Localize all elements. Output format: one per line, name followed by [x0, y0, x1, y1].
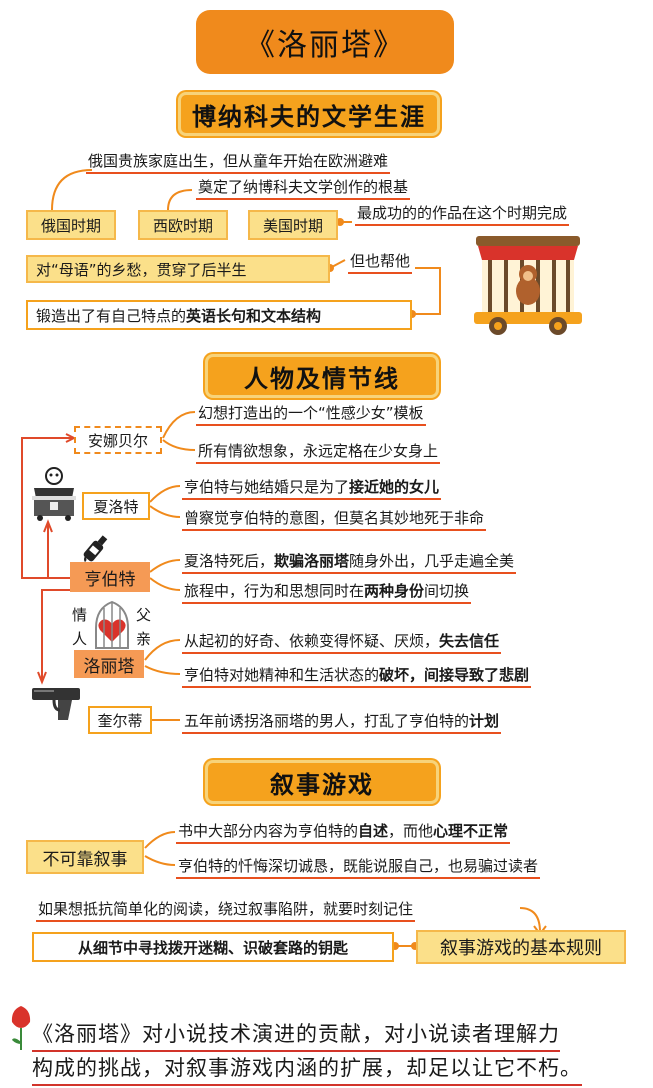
conclusion-line-1: 《洛丽塔》对小说技术演进的贡献，对小说读者理解力: [32, 1018, 560, 1052]
lolita-line-2: 亨伯特对她精神和生活状态的破坏，间接导致了悲剧: [182, 664, 532, 688]
humbert-line-2-b: 两种身份: [364, 582, 425, 600]
lolita-line-1: 从起初的好奇、依赖变得怀疑、厌烦，失去信任: [182, 630, 502, 654]
humbert-line-1-a: 夏洛特死后，: [184, 552, 275, 570]
unreliable-line-1: 书中大部分内容为亨伯特的自述，而他心理不正常: [176, 820, 511, 844]
wine-bottle-icon: [83, 535, 108, 562]
period-america: 美国时期: [248, 210, 338, 240]
treasure-chest-icon: [32, 467, 76, 521]
unreliable-line-1-c: ，而他: [388, 822, 434, 840]
charlotte-box: 夏洛特: [82, 492, 150, 520]
nostalgia-box: 对“母语”的乡愁，贯穿了后半生: [26, 255, 330, 283]
charlotte-line-2: 曾察觉亨伯特的意图，但莫名其妙地死于非命: [182, 507, 487, 531]
unreliable-line-1-d: 心理不正常: [433, 822, 509, 840]
humbert-line-2-a: 旅程中，行为和思想同时在: [184, 582, 365, 600]
page-title: 《洛丽塔》: [196, 10, 454, 74]
humbert-line-1: 夏洛特死后，欺骗洛丽塔随身外出，几乎走遍全美: [182, 550, 517, 574]
conclusion-line-2: 构成的挑战，对叙事游戏内涵的扩展，却足以让它不朽。: [32, 1052, 582, 1086]
annabel-box: 安娜贝尔: [74, 426, 162, 454]
section-heading-characters: 人物及情节线: [205, 354, 439, 398]
quilty-line: 五年前诱拐洛丽塔的男人，打乱了亨伯特的计划: [182, 710, 502, 734]
rule-box: 叙事游戏的基本规则: [416, 930, 626, 964]
humbert-line-1-b: 欺骗洛丽塔: [274, 552, 350, 570]
resist-line: 如果想抵抗简单化的阅读，绕过叙事陷阱，就要时刻记住: [36, 898, 416, 922]
period-europe: 西欧时期: [138, 210, 228, 240]
lolita-line-1-prefix: 从起初的好奇、依赖变得怀疑、厌烦，: [184, 632, 440, 650]
annabel-line-2: 所有情欲想象，永远定格在少女身上: [196, 440, 441, 464]
humbert-box: 亨伯特: [70, 562, 150, 592]
charlotte-line-1-bold: 接近她的女儿: [349, 478, 440, 496]
key-box: 从细节中寻找拨开迷糊、识破套路的钥匙: [32, 932, 394, 962]
section-heading-career: 博纳科夫的文学生涯: [178, 92, 440, 136]
humbert-line-2-c: 间切换: [424, 582, 470, 600]
cage-label-father-2: 亲: [136, 630, 152, 648]
cage-label-lover-2: 人: [72, 630, 88, 648]
russia-note: 俄国贵族家庭出生，但从童年开始在欧洲避难: [86, 150, 391, 174]
unreliable-line-2: 亨伯特的忏悔深切诚恳，既能说服自己，也易骗过读者: [176, 855, 541, 879]
lolita-box: 洛丽塔: [74, 650, 144, 678]
cage-label-father-1: 父: [136, 606, 152, 624]
lolita-line-1-bold: 失去信任: [439, 632, 500, 650]
heart-cage-icon: [95, 600, 129, 649]
annabel-line-1: 幻想打造出的一个“性感少女”模板: [196, 402, 426, 426]
unreliable-line-1-b: 自述: [358, 822, 389, 840]
pistol-icon: [32, 688, 80, 720]
period-russia: 俄国时期: [26, 210, 116, 240]
humbert-line-1-c: 随身外出，几乎走遍全美: [349, 552, 515, 570]
tulip-icon: [11, 1006, 31, 1050]
quilty-line-bold: 计划: [469, 712, 500, 730]
section-heading-narrative: 叙事游戏: [205, 760, 439, 804]
forge-prefix: 锻造出了有自己特点的: [36, 306, 187, 325]
lolita-line-2-prefix: 亨伯特对她精神和生活状态的: [184, 666, 380, 684]
monkey-cage-icon: [474, 236, 582, 335]
quilty-line-prefix: 五年前诱拐洛丽塔的男人，打乱了亨伯特的: [184, 712, 470, 730]
america-note: 最成功的的作品在这个时期完成: [355, 202, 570, 226]
but-help-note: 但也帮他: [348, 250, 413, 274]
unreliable-box: 不可靠叙事: [26, 840, 144, 874]
charlotte-line-1-prefix: 亨伯特与她结婚只是为了: [184, 478, 350, 496]
forge-bold: 英语长句和文本结构: [186, 306, 322, 325]
quilty-box: 奎尔蒂: [88, 706, 152, 734]
unreliable-line-1-a: 书中大部分内容为亨伯特的: [178, 822, 359, 840]
charlotte-line-1: 亨伯特与她结婚只是为了接近她的女儿: [182, 476, 442, 500]
europe-note: 奠定了纳博科夫文学创作的根基: [196, 176, 411, 200]
lolita-line-2-bold: 破坏，间接导致了悲剧: [379, 666, 530, 684]
forge-box: 锻造出了有自己特点的 英语长句和文本结构: [26, 300, 412, 330]
cage-label-lover-1: 情: [72, 606, 88, 624]
humbert-line-2: 旅程中，行为和思想同时在两种身份间切换: [182, 580, 472, 604]
